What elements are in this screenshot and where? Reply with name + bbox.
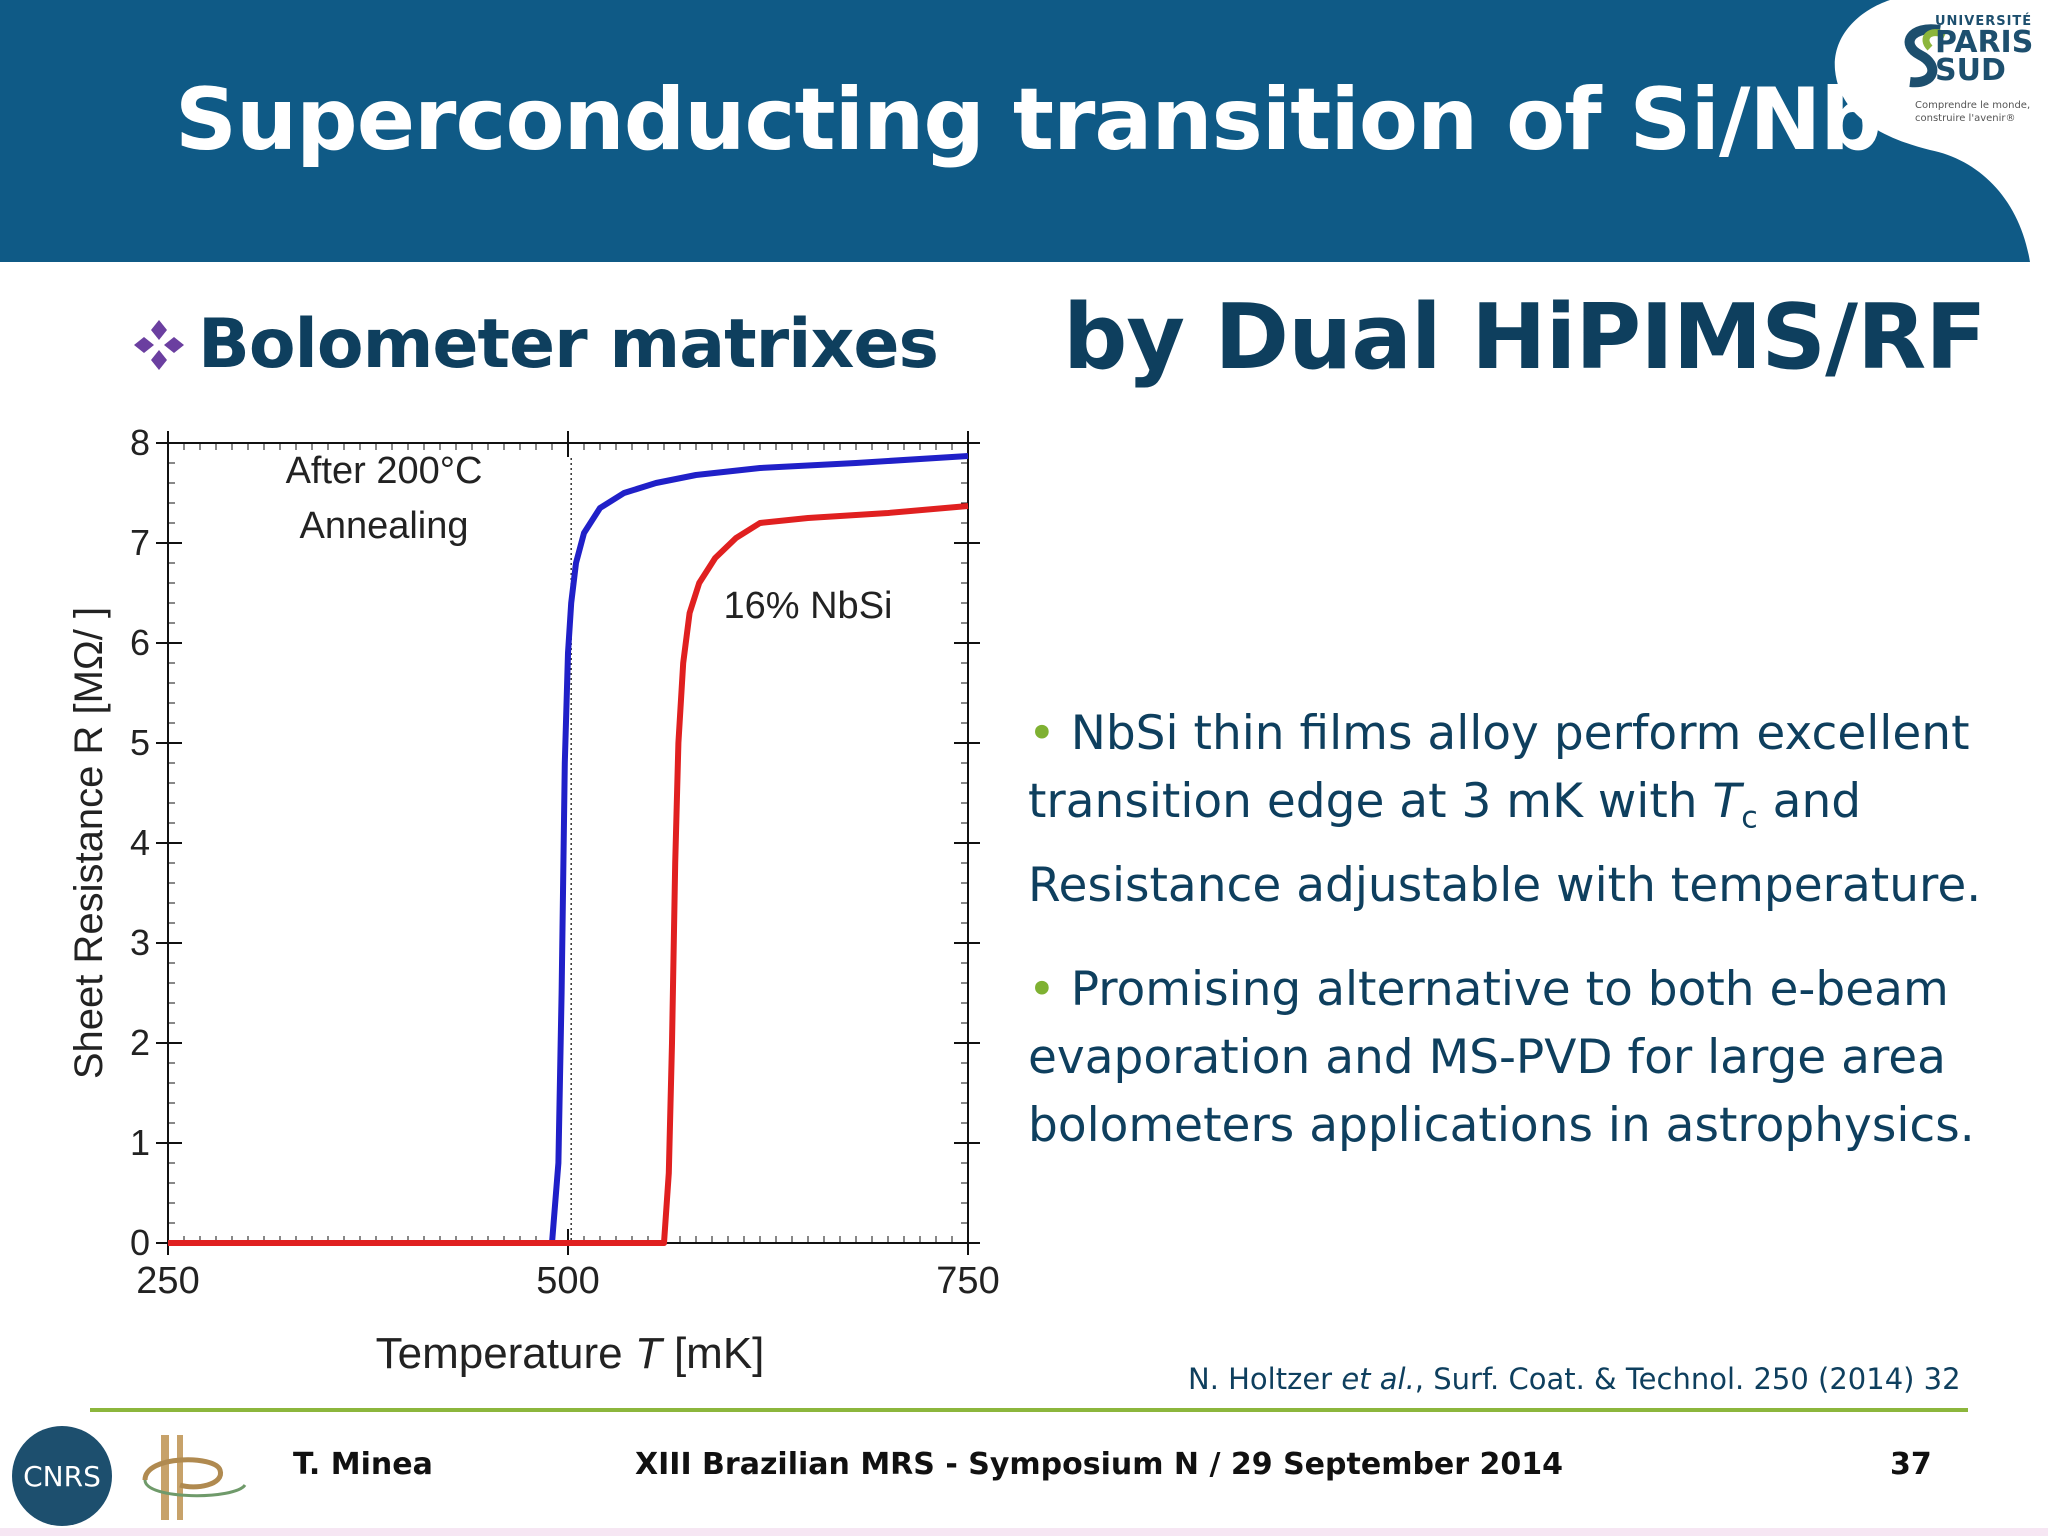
bullet-dot: • <box>1028 706 1056 761</box>
chart-annotation: 16% NbSi <box>724 585 893 627</box>
y-tick-label: 0 <box>130 1222 150 1263</box>
transition-chart: 0 1 2 3 4 5 6 7 8 250 500 750 After 200°C Annealing… <box>67 422 1000 1378</box>
x-axis-label-var: T <box>635 1329 665 1378</box>
bullet-dot: • <box>1028 962 1056 1018</box>
bullet-list: • NbSi thin films alloy perform excellen… <box>1028 700 2028 1196</box>
footer-author: T. Minea <box>293 1447 433 1482</box>
logo-sud: SUD <box>1935 53 2006 88</box>
x-axis-label-main: Temperature <box>376 1329 635 1378</box>
slide-title: Superconducting transition of Si/Nb <box>175 70 1882 170</box>
bullet-1-line-1: NbSi thin films alloy perform excellent <box>1070 706 1970 761</box>
cnrs-logo: CNRS <box>12 1426 112 1526</box>
x-axis-label-unit: [mK] <box>662 1329 765 1378</box>
cnrs-logo-text: CNRS <box>23 1459 101 1493</box>
chart-annotation: Annealing <box>299 505 468 547</box>
bullet-1-line-2a: transition edge at 3 mK with <box>1028 774 1713 829</box>
reference-etal: et al. <box>1341 1362 1415 1396</box>
bullet-2-line-3: bolometers applications in astrophysics. <box>1028 1098 1975 1154</box>
bullet-1-line-3: Resistance adjustable with temperature. <box>1028 858 1982 914</box>
logo-tagline-1: Comprendre le monde, <box>1915 100 2031 111</box>
section-heading: Bolometer matrixes <box>198 305 939 384</box>
x-axis-label: Temperature T [mK] <box>376 1329 765 1378</box>
y-tick-label: 6 <box>130 622 150 663</box>
y-ticks: 0 1 2 3 4 5 6 7 8 <box>130 422 980 1263</box>
data-series <box>168 453 969 1246</box>
logo-swoosh <box>1834 0 2048 262</box>
bullet-item-1: • NbSi thin films alloy perform excellen… <box>1028 700 2028 920</box>
footer-event: XIII Brazilian MRS - Symposium N / 29 Se… <box>635 1447 1564 1482</box>
lpgp-logo <box>142 1435 247 1520</box>
slide-subtitle: by Dual HiPIMS/RF <box>1063 285 1987 390</box>
bullet-2-line-1: Promising alternative to both e-beam <box>1070 962 1949 1018</box>
y-axis-label: Sheet Resistance R [MΩ/ ] <box>67 607 111 1079</box>
chart-annotation: After 200°C <box>286 450 483 492</box>
diamond-bullet-icon <box>134 319 184 370</box>
x-tick-label: 750 <box>936 1260 999 1302</box>
x-tick-label: 250 <box>136 1260 199 1302</box>
annotations: After 200°C Annealing 16% NbSi <box>286 450 893 627</box>
plot-frame <box>167 442 969 1244</box>
reference-author: N. Holtzer <box>1188 1362 1342 1396</box>
title-bar: Superconducting transition of Si/Nb <box>0 0 2048 262</box>
series-line-1 <box>168 453 969 1246</box>
x-ticks: 250 500 750 <box>136 431 1000 1302</box>
page-number: 37 <box>1890 1447 1932 1482</box>
y-tick-label: 7 <box>130 522 150 563</box>
logo-university: UNIVERSITÉ <box>1935 14 2033 29</box>
y-tick-label: 3 <box>130 922 150 963</box>
logo-tagline-2: construire l'avenir® <box>1915 113 2016 124</box>
logo-paris: PARIS <box>1935 25 2034 60</box>
y-tick-label: 1 <box>130 1122 150 1163</box>
bullet-1-line-2b: and <box>1757 774 1862 829</box>
x-tick-label: 500 <box>536 1260 599 1302</box>
minor-ticks <box>167 442 969 1244</box>
footer-rule <box>90 1408 1968 1412</box>
section-heading-row: Bolometer matrixes <box>130 305 939 384</box>
y-tick-label: 2 <box>130 1022 150 1063</box>
university-logo <box>1830 0 2048 262</box>
bullet-2-line-2: evaporation and MS-PVD for large area <box>1028 1030 1946 1086</box>
logo-text: UNIVERSITÉ PARIS SUD Comprendre le monde… <box>1915 14 2034 125</box>
bullet-1-tc-symbol: T <box>1712 774 1742 829</box>
bottom-strip <box>0 1528 2048 1536</box>
y-tick-label: 4 <box>130 822 150 863</box>
y-tick-label: 8 <box>130 422 150 463</box>
y-tick-label: 5 <box>130 722 150 763</box>
bullet-item-2: • Promising alternative to both e-beam e… <box>1028 956 2028 1160</box>
reference-journal: , Surf. Coat. & Technol. 250 (2014) 32 <box>1414 1362 1961 1396</box>
reference-citation: N. Holtzer et al., Surf. Coat. & Technol… <box>1188 1362 1961 1396</box>
series-line-2 <box>168 503 969 1246</box>
bullet-1-tc-subscript: c <box>1741 800 1758 836</box>
